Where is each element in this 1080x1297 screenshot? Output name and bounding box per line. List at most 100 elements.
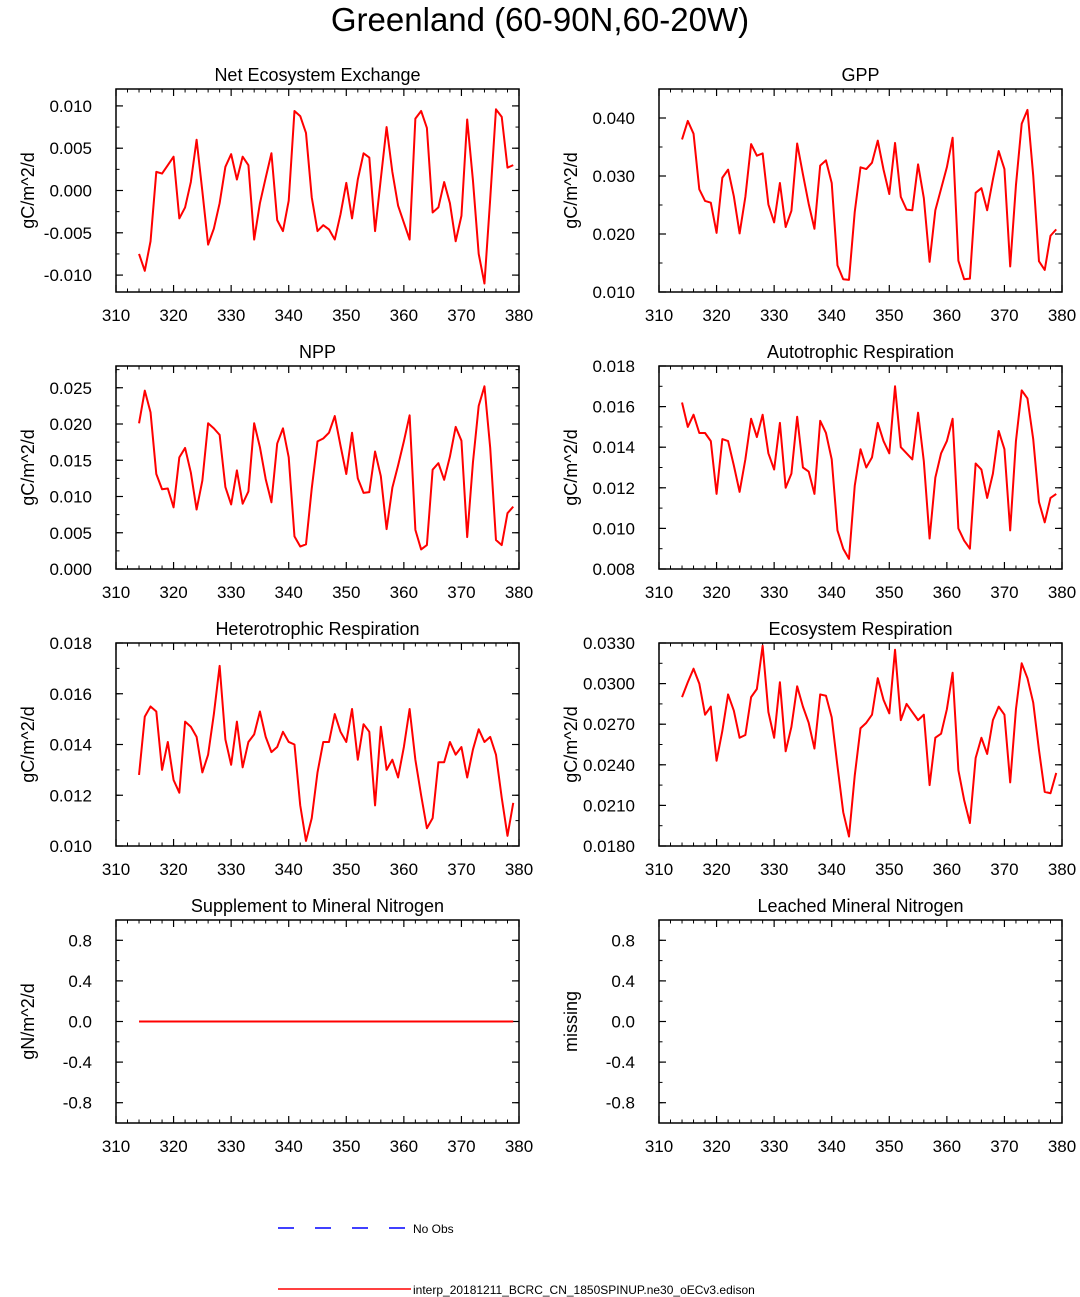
x-tick-label: 380: [505, 860, 533, 879]
plot-frame: [115, 919, 520, 1124]
y-axis-label: gC/m^2/d: [18, 429, 38, 505]
y-tick-label: 0.005: [49, 139, 92, 158]
y-tick-label: 0.010: [49, 97, 92, 116]
x-tick-label: 370: [990, 583, 1018, 602]
x-tick-label: 350: [875, 583, 903, 602]
y-tick-label: 0.010: [49, 488, 92, 507]
series-line: [138, 108, 514, 285]
chart-panel-6: Ecosystem Respiration gC/m^2/d 310 320 330 34…: [561, 619, 1076, 879]
legend-model-label: interp_20181211_BCRC_CN_1850SPINUP.ne30_…: [413, 1283, 755, 1297]
y-tick-label: 0.025: [49, 379, 92, 398]
x-tick-label: 330: [760, 306, 788, 325]
x-tick-label: 350: [875, 1137, 903, 1156]
y-tick-label: 0.0270: [583, 715, 635, 734]
y-axis-label: gC/m^2/d: [561, 152, 581, 228]
y-tick-label: 0.0180: [583, 837, 635, 856]
x-tick-label: 330: [760, 1137, 788, 1156]
x-tick-label: 340: [818, 306, 846, 325]
chart-panel-7: Supplement to Mineral Nitrogen gN/m^2/d 31…: [18, 896, 533, 1156]
y-tick-label: 0.016: [592, 398, 635, 417]
y-tick-label: 0.4: [68, 972, 92, 991]
x-tick-label: 350: [875, 860, 903, 879]
plot-frame: [115, 642, 520, 847]
x-tick-label: 340: [275, 860, 303, 879]
y-tick-label: 0.010: [592, 283, 635, 302]
plot-frame: [115, 365, 520, 570]
y-tick-label: 0.010: [592, 519, 635, 538]
x-tick-label: 320: [159, 306, 187, 325]
y-tick-label: 0.015: [49, 451, 92, 470]
chart-title: Supplement to Mineral Nitrogen: [191, 896, 444, 916]
x-tick-label: 360: [933, 583, 961, 602]
series-line: [681, 108, 1057, 281]
series-line: [681, 644, 1058, 838]
y-axis-label: gC/m^2/d: [561, 429, 581, 505]
y-tick-label: 0.000: [49, 182, 92, 201]
y-tick-label: 0.030: [592, 167, 635, 186]
x-tick-label: 310: [645, 1137, 673, 1156]
x-tick-label: 370: [447, 583, 475, 602]
chart-panel-3: NPP gC/m^2/d 310 320 330 340 350 360 370 380 0.000…: [18, 342, 533, 602]
plot-frame: [115, 88, 520, 293]
y-tick-label: 0.4: [611, 972, 635, 991]
x-tick-label: 340: [818, 860, 846, 879]
y-tick-label: 0.020: [592, 225, 635, 244]
x-tick-label: 350: [332, 860, 360, 879]
chart-title: Autotrophic Respiration: [767, 342, 954, 362]
x-tick-label: 370: [990, 860, 1018, 879]
x-tick-label: 350: [332, 583, 360, 602]
chart-title: Net Ecosystem Exchange: [214, 65, 420, 85]
x-tick-label: 320: [159, 1137, 187, 1156]
y-tick-label: 0.012: [49, 786, 92, 805]
y-tick-label: 0.018: [592, 357, 635, 376]
x-tick-label: 360: [933, 860, 961, 879]
x-tick-label: 360: [390, 306, 418, 325]
x-tick-label: 310: [645, 583, 673, 602]
x-tick-label: 340: [275, 583, 303, 602]
y-tick-label: 0.040: [592, 109, 635, 128]
y-tick-label: -0.010: [44, 266, 92, 285]
chart-title: NPP: [299, 342, 336, 362]
x-tick-label: 370: [447, 306, 475, 325]
page-title: Greenland (60-90N,60-20W): [330, 1, 750, 38]
plot-frame: [658, 88, 1063, 293]
y-tick-label: -0.005: [44, 224, 92, 243]
x-tick-label: 350: [332, 1137, 360, 1156]
x-tick-label: 310: [102, 1137, 130, 1156]
y-tick-label: -0.4: [606, 1053, 635, 1072]
y-tick-label: 0.010: [49, 837, 92, 856]
y-tick-label: 0.0: [68, 1013, 92, 1032]
chart-title: Heterotrophic Respiration: [215, 619, 419, 639]
x-tick-label: 380: [505, 583, 533, 602]
chart-title: Ecosystem Respiration: [768, 619, 952, 639]
y-tick-label: 0.012: [592, 479, 635, 498]
x-tick-label: 360: [390, 1137, 418, 1156]
x-tick-label: 330: [217, 583, 245, 602]
plot-frame: [658, 365, 1063, 570]
chart-panel-5: Heterotrophic Respiration gC/m^2/d 310 320 3…: [18, 619, 533, 879]
x-tick-label: 310: [645, 860, 673, 879]
x-tick-label: 360: [933, 1137, 961, 1156]
x-tick-label: 360: [390, 583, 418, 602]
series-line: [138, 385, 514, 551]
y-tick-label: 0.018: [49, 634, 92, 653]
x-tick-label: 310: [645, 306, 673, 325]
y-tick-label: 0.0: [611, 1013, 635, 1032]
y-tick-label: 0.0300: [583, 675, 635, 694]
y-tick-label: 0.0330: [583, 634, 635, 653]
x-tick-label: 360: [390, 860, 418, 879]
y-tick-label: -0.8: [63, 1094, 92, 1113]
y-tick-label: 0.014: [592, 438, 635, 457]
chart-panel-1: Net Ecosystem Exchange gC/m^2/d 310 320 330 3…: [18, 65, 533, 325]
x-tick-label: 330: [217, 1137, 245, 1156]
x-tick-label: 330: [217, 306, 245, 325]
x-tick-label: 380: [505, 1137, 533, 1156]
x-tick-label: 320: [702, 1137, 730, 1156]
x-tick-label: 310: [102, 583, 130, 602]
x-tick-label: 380: [1048, 583, 1076, 602]
y-tick-label: 0.016: [49, 685, 92, 704]
x-tick-label: 320: [159, 583, 187, 602]
y-tick-label: 0.0210: [583, 796, 635, 815]
